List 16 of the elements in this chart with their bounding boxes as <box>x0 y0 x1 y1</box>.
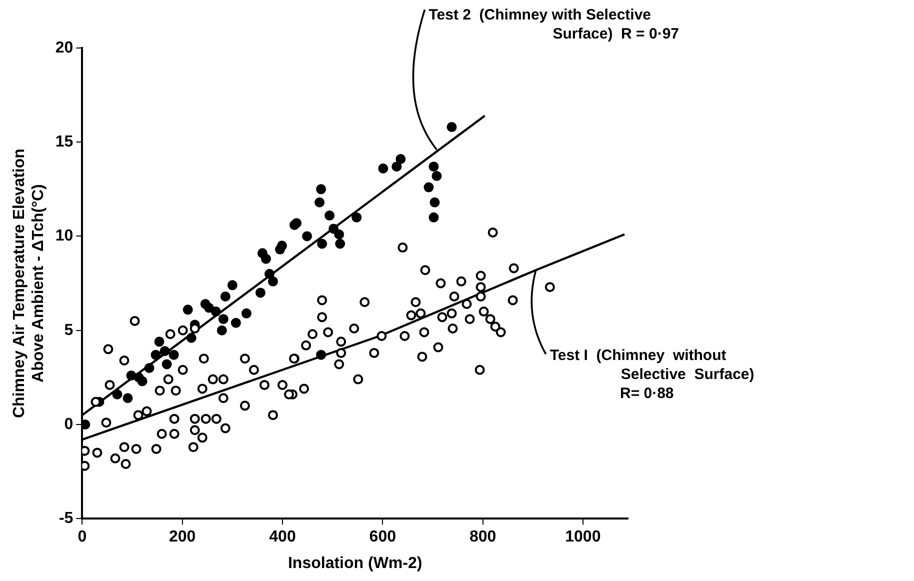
x-tick-label: 800 <box>469 528 496 546</box>
x-tick-label: 200 <box>168 528 196 546</box>
y-tick-label: 15 <box>55 134 74 151</box>
annotation: Test 2 (Chimney with Selective Surface) R = 0·97 <box>428 6 680 42</box>
x-axis-title: Insolation (Wm-2) <box>288 554 422 572</box>
y-tick-label: -5 <box>58 510 74 528</box>
x-tick-label: 600 <box>369 528 396 546</box>
y-tick-label: 10 <box>55 228 74 245</box>
x-tick-label: 0 <box>78 528 87 546</box>
x-tick-label: 400 <box>269 528 296 546</box>
annotation: Test I (Chimney without Selective Surface) R= 0·88 <box>550 346 754 402</box>
y-tick-label: 5 <box>64 322 74 339</box>
y-tick-label: 20 <box>55 39 74 56</box>
y-axis-title: Chimney Air Temperature Elevation Above Ambient - ΔTch(°C) <box>11 148 48 418</box>
y-tick-label: 0 <box>64 416 74 433</box>
x-tick-label: 1000 <box>565 528 601 546</box>
